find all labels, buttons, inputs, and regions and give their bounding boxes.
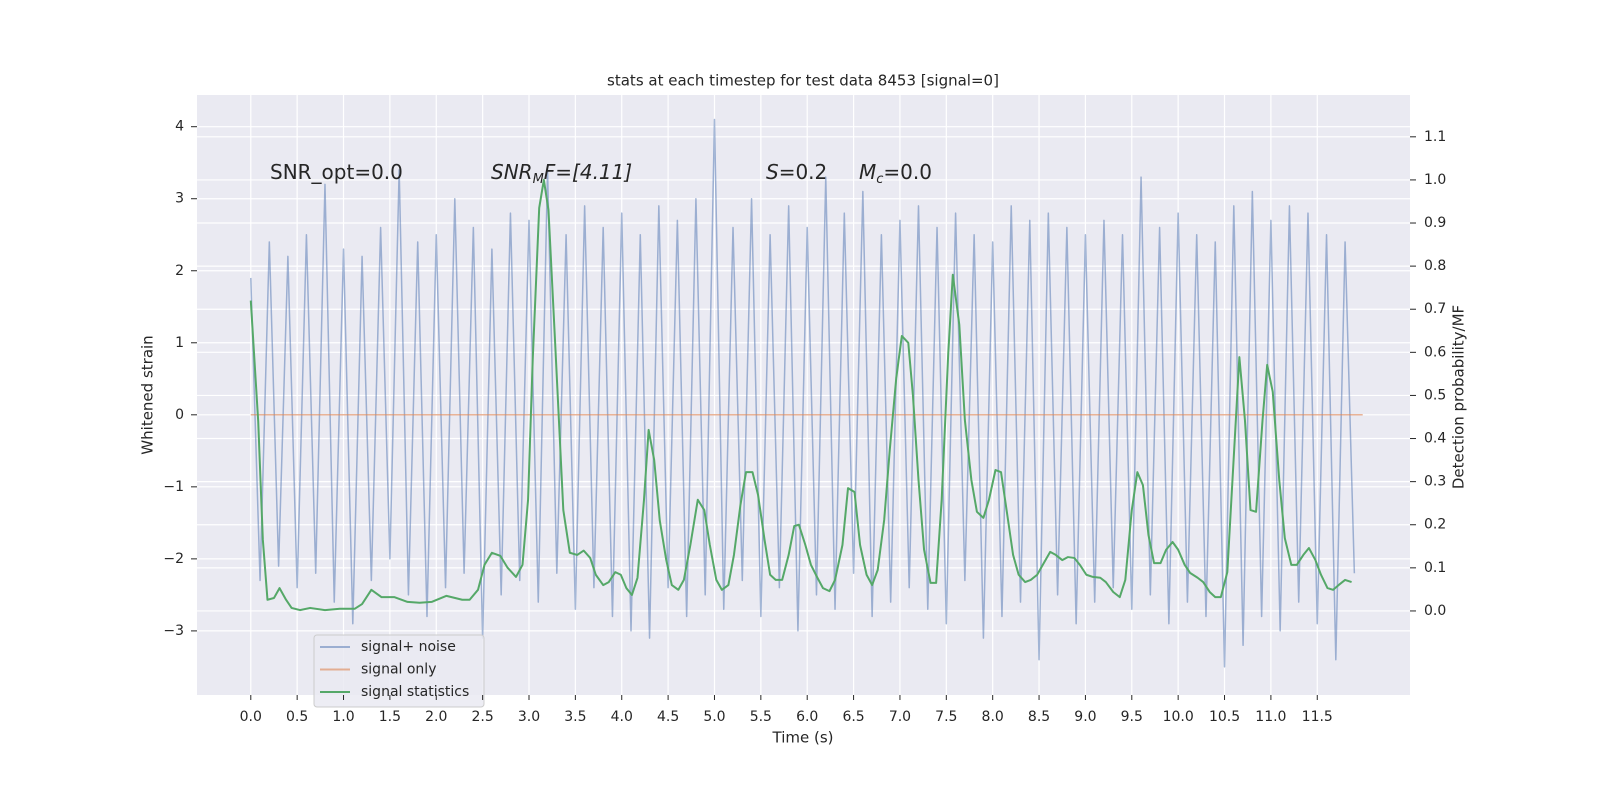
- y2-tick-label: 0.7: [1424, 301, 1446, 317]
- x-tick-label: 9.5: [1121, 709, 1143, 725]
- legend-label: signal only: [361, 662, 436, 678]
- legend-label: signal+ noise: [361, 639, 456, 655]
- y2-tick-label: 0.9: [1424, 215, 1446, 231]
- legend-box: [313, 634, 485, 708]
- annotation-text: M: [859, 160, 876, 184]
- y2-axis-label: Detection probability/MF: [1450, 305, 1468, 489]
- x-tick-label: 7.5: [935, 709, 957, 725]
- x-tick-label: 5.5: [750, 709, 772, 725]
- y-axis-label: Whitened strain: [139, 335, 157, 454]
- annotation: S=0.2: [766, 160, 827, 184]
- x-tick-label: 7.0: [889, 709, 911, 725]
- chart-title: stats at each timestep for test data 845…: [607, 72, 999, 90]
- x-tick-label: 0.5: [286, 709, 308, 725]
- x-tick-label: 5.0: [703, 709, 725, 725]
- y-tick-label: −3: [163, 623, 184, 639]
- y-tick-label: −1: [163, 479, 184, 495]
- y2-tick-label: 0.3: [1424, 474, 1446, 490]
- y2-tick-label: 0.8: [1424, 258, 1446, 274]
- annotation-text: c: [876, 172, 883, 187]
- annotation-text: S: [766, 160, 779, 184]
- y2-tick-label: 0.6: [1424, 344, 1446, 360]
- y-tick-label: 4: [175, 119, 184, 135]
- x-tick-label: 2.0: [425, 709, 447, 725]
- annotation-text: SNR: [491, 160, 533, 184]
- y2-tick-label: 0.4: [1424, 431, 1446, 447]
- x-tick-label: 10.0: [1163, 709, 1194, 725]
- annotation: SNR_opt=0.0: [270, 160, 403, 184]
- x-tick-label: 8.0: [982, 709, 1004, 725]
- y-tick-label: −2: [163, 551, 184, 567]
- marks: [249, 118, 1363, 668]
- y-tick-label: 3: [175, 191, 184, 207]
- y-tick-label: 1: [175, 335, 184, 351]
- x-tick-label: 6.0: [796, 709, 818, 725]
- x-tick-label: 1.5: [379, 709, 401, 725]
- y2-tick-label: 0.1: [1424, 560, 1446, 576]
- y2-tick-label: 0.0: [1424, 603, 1446, 619]
- annotation-text: SNR_opt=0.0: [270, 160, 403, 184]
- x-tick-label: 4.0: [611, 709, 633, 725]
- x-tick-label: 9.0: [1074, 709, 1096, 725]
- y2-tick-label: 1.1: [1424, 129, 1446, 145]
- y2-tick-label: 0.2: [1424, 517, 1446, 533]
- x-tick-label: 0.0: [240, 709, 262, 725]
- series-line: [250, 118, 1356, 668]
- x-tick-label: 11.0: [1255, 709, 1286, 725]
- x-tick-label: 1.0: [332, 709, 354, 725]
- annotation-text: =0.0: [883, 160, 932, 184]
- annotation: Mc=0.0: [859, 160, 932, 187]
- x-tick-label: 2.5: [471, 709, 493, 725]
- x-tick-label: 4.5: [657, 709, 679, 725]
- annotation-text: =0.2: [779, 160, 828, 184]
- x-tick-label: 8.5: [1028, 709, 1050, 725]
- annotation-text: F=[4.11]: [544, 160, 632, 184]
- y2-tick-label: 0.5: [1424, 387, 1446, 403]
- annotation: SNRMF=[4.11]: [491, 160, 632, 187]
- legend: signal+ noise signal only signal statistic…: [313, 634, 485, 708]
- x-tick-label: 3.0: [518, 709, 540, 725]
- annotation-text: M: [533, 172, 544, 187]
- y2-tick-label: 1.0: [1424, 172, 1446, 188]
- x-axis-label: Time (s): [772, 729, 834, 747]
- y-tick-label: 2: [175, 263, 184, 279]
- x-tick-label: 10.5: [1209, 709, 1240, 725]
- y-tick-label: 0: [175, 407, 184, 423]
- legend-label: signal statistics: [361, 684, 469, 700]
- series-line: [249, 178, 1352, 612]
- x-tick-label: 3.5: [564, 709, 586, 725]
- x-tick-label: 11.5: [1302, 709, 1333, 725]
- x-tick-label: 6.5: [842, 709, 864, 725]
